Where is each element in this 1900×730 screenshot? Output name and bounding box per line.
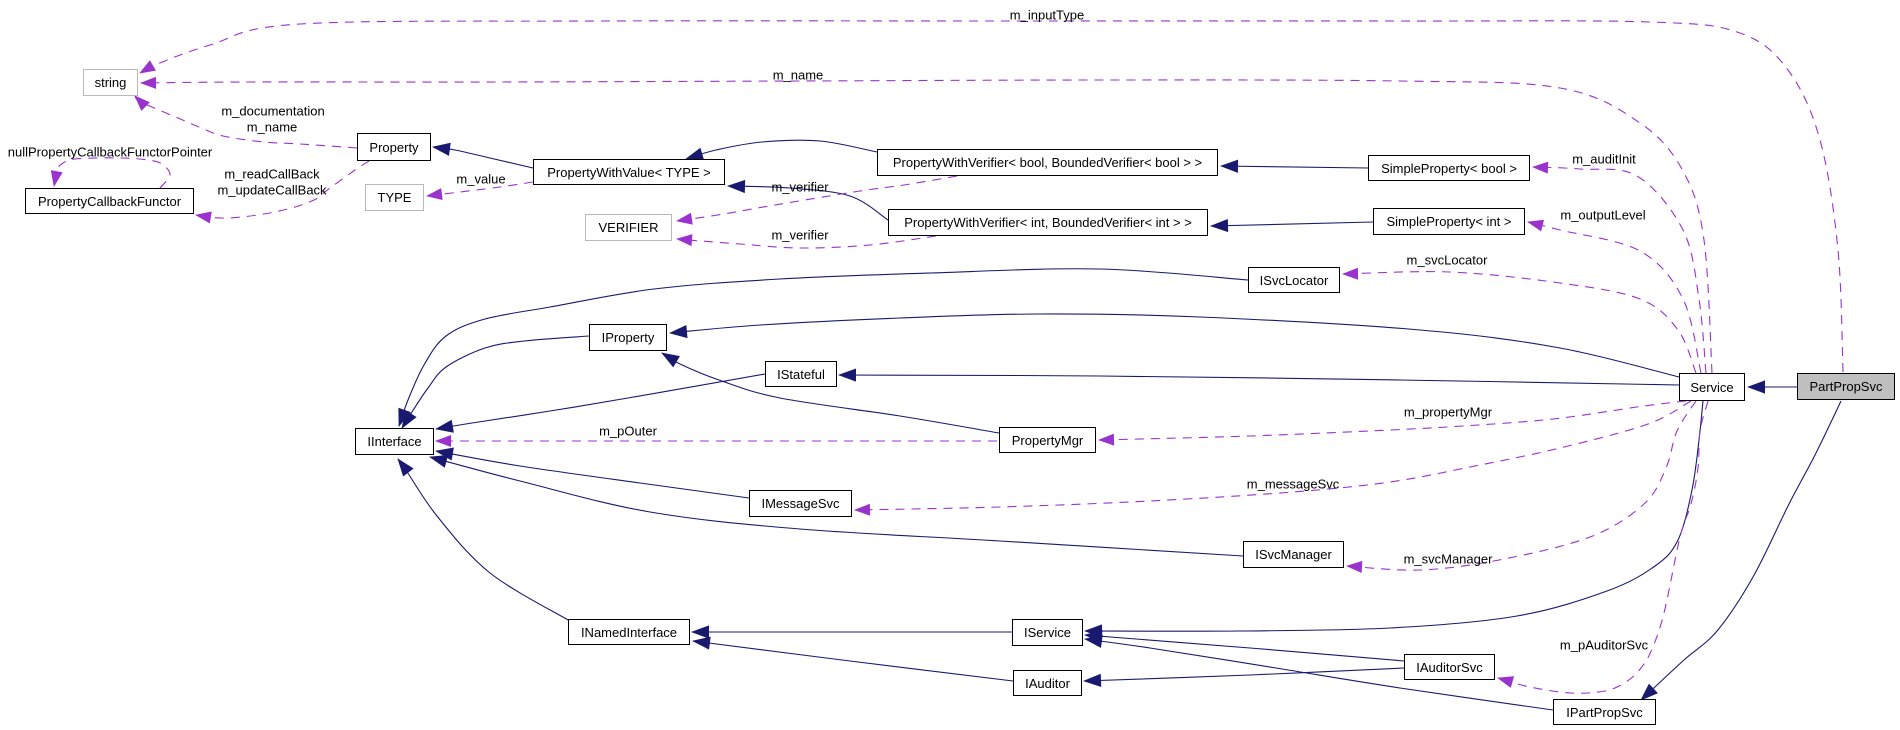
node-partpropsvc: PartPropSvc	[1797, 373, 1895, 400]
node-simplepropertyint[interactable]: SimpleProperty< int >	[1373, 208, 1525, 235]
edge-label-m-messagesvc: m_messageSvc	[1246, 476, 1340, 492]
node-iproperty[interactable]: IProperty	[589, 324, 667, 351]
edge-propertymgr-to-iproperty	[661, 352, 1000, 434]
edge-pwvint-to-verifier	[676, 234, 937, 249]
edge-imessagesvc-to-iinterface	[435, 447, 750, 499]
node-type: TYPE	[365, 184, 424, 211]
edge-pwvbool-to-propertywithvalue	[685, 139, 878, 161]
edge-simplepropertybool-to-pwvbool	[1220, 159, 1369, 173]
edge-service-to-iservice	[1084, 400, 1704, 638]
edge-isvcmanager-to-iinterface	[429, 455, 1244, 557]
edge-label-m-pauditorsvc: m_pAuditorSvc	[1559, 637, 1649, 653]
node-isvclocator[interactable]: ISvcLocator	[1248, 267, 1340, 293]
edge-pwvint-to-propertywithvalue	[727, 179, 889, 221]
edge-label-m-documentation: m_documentation	[221, 103, 325, 119]
edge-label-m-svclocator: m_svcLocator	[1406, 252, 1488, 268]
edge-label-m-pouter: m_pOuter	[599, 423, 657, 439]
edge-service-to-string	[140, 76, 1713, 374]
edge-service-to-simplepropertybool	[1532, 161, 1707, 374]
node-inamedinterface[interactable]: INamedInterface	[568, 619, 690, 645]
node-propertymgr[interactable]: PropertyMgr	[999, 427, 1096, 453]
node-pwvbool[interactable]: PropertyWithVerifier< bool, BoundedVerif…	[877, 149, 1218, 176]
edge-service-to-imessagesvc	[854, 400, 1692, 516]
edge-propertywithvalue-to-type	[426, 181, 534, 201]
node-iauditor[interactable]: IAuditor	[1013, 670, 1082, 696]
edge-service-to-istateful	[838, 368, 1680, 386]
edge-iauditor-to-inamedinterface	[692, 636, 1014, 682]
node-pwvint[interactable]: PropertyWithVerifier< int, BoundedVerifi…	[888, 209, 1208, 236]
edge-label-m-verifier: m_verifier	[771, 227, 829, 243]
node-property[interactable]: Property	[357, 133, 431, 161]
node-verifier: VERIFIER	[585, 214, 672, 241]
edge-propertycallbackfunctor-to-propertycallbackfunctor	[50, 157, 171, 189]
node-string: string	[83, 69, 138, 96]
node-imessagesvc[interactable]: IMessageSvc	[749, 490, 852, 517]
edge-label-m-verifier: m_verifier	[771, 179, 829, 195]
node-propertywithvalue[interactable]: PropertyWithValue< TYPE >	[533, 159, 725, 185]
edge-service-to-iauditorsvc	[1497, 400, 1709, 694]
node-iinterface[interactable]: IInterface	[355, 428, 434, 455]
node-istateful[interactable]: IStateful	[765, 361, 837, 387]
edge-label-m-name: m_name	[246, 119, 298, 135]
edge-label-m-inputtype: m_inputType	[1009, 7, 1085, 23]
edge-service-to-simplepropertyint	[1527, 219, 1702, 374]
edge-label-m-name: m_name	[772, 67, 824, 83]
node-iservice[interactable]: IService	[1012, 619, 1083, 646]
edge-partpropsvc-to-string	[139, 20, 1844, 373]
edge-service-to-isvcmanager	[1346, 400, 1697, 573]
edge-property-to-string	[134, 95, 358, 149]
edge-label-m-updatecallback: m_updateCallBack	[217, 182, 327, 198]
edge-iproperty-to-iinterface	[401, 335, 590, 429]
node-service[interactable]: Service	[1679, 373, 1745, 401]
edge-label-m-outputlevel: m_outputLevel	[1560, 207, 1646, 223]
edge-label-m-auditinit: m_auditInit	[1572, 151, 1636, 167]
edge-label-m-svcmanager: m_svcManager	[1403, 551, 1493, 567]
edge-ipartpropsvc-to-iservice	[1084, 634, 1554, 711]
edge-isvclocator-to-iinterface	[398, 268, 1249, 427]
edge-label-nullpropertycallbackfunctorpointer: nullPropertyCallbackFunctorPointer	[7, 144, 213, 160]
edge-label-m-value: m_value	[456, 171, 506, 187]
edge-iauditorsvc-to-iauditor	[1083, 667, 1405, 687]
edge-label-m-propertymgr: m_propertyMgr	[1403, 404, 1493, 420]
edge-label-m-readcallback: m_readCallBack	[224, 166, 320, 182]
edge-iauditorsvc-to-iservice	[1084, 629, 1405, 662]
edge-property-to-propertycallbackfunctor	[195, 160, 370, 224]
edge-propertywithvalue-to-property	[432, 142, 534, 169]
edge-partpropsvc-to-ipartpropsvc	[1640, 400, 1842, 701]
edge-simplepropertyint-to-pwvint	[1210, 218, 1374, 233]
edge-service-to-isvclocator	[1342, 267, 1697, 374]
node-ipartpropsvc[interactable]: IPartPropSvc	[1553, 699, 1656, 725]
edge-service-to-iproperty	[669, 313, 1680, 378]
node-simplepropertybool[interactable]: SimpleProperty< bool >	[1368, 155, 1530, 181]
edge-service-to-propertymgr	[1098, 400, 1687, 446]
node-propertycallbackfunctor[interactable]: PropertyCallbackFunctor	[25, 188, 194, 214]
node-iauditorsvc[interactable]: IAuditorSvc	[1404, 654, 1495, 680]
node-isvcmanager[interactable]: ISvcManager	[1243, 541, 1344, 568]
edge-pwvbool-to-verifier	[676, 175, 958, 225]
edge-inamedinterface-to-iinterface	[397, 458, 569, 621]
edge-istateful-to-iinterface	[435, 373, 766, 433]
